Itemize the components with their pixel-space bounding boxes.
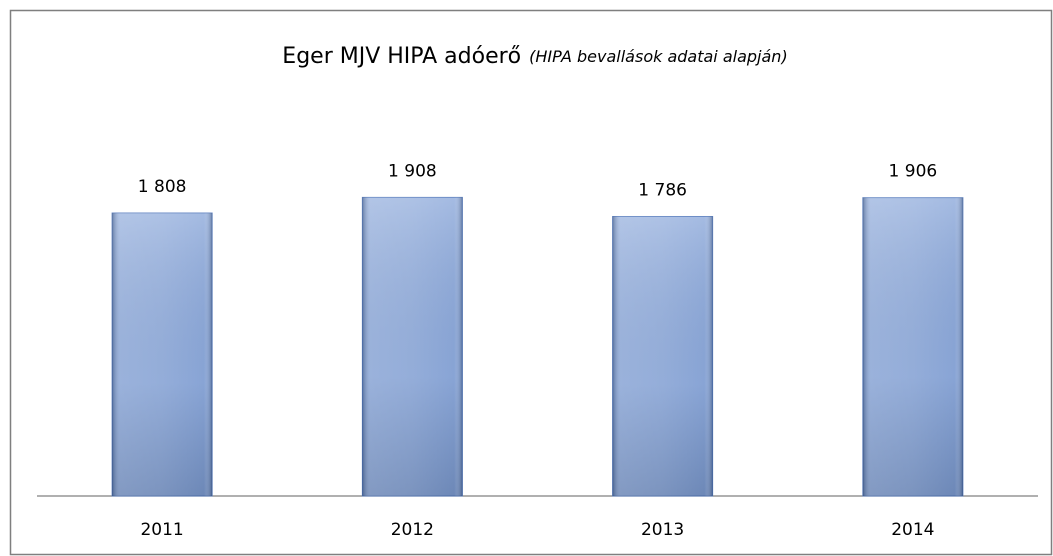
x-tick-label: 2012 xyxy=(391,520,434,540)
value-label: 1 786 xyxy=(638,180,687,200)
x-tick-label: 2011 xyxy=(140,520,183,540)
bar xyxy=(862,197,964,497)
chart-title-group: Eger MJV HIPA adóerő (HIPA bevallások ada… xyxy=(282,44,787,69)
x-tick-label: 2014 xyxy=(891,520,934,540)
bar xyxy=(612,215,714,497)
value-label: 1 808 xyxy=(138,177,187,197)
value-label: 1 906 xyxy=(889,162,938,182)
chart-subtitle: (HIPA bevallások adatai alapján) xyxy=(529,47,788,66)
value-label: 1 908 xyxy=(388,161,437,181)
bar xyxy=(361,196,463,497)
bar xyxy=(111,212,213,497)
x-tick-label: 2013 xyxy=(641,520,684,540)
chart-title: Eger MJV HIPA adóerő xyxy=(282,44,521,69)
